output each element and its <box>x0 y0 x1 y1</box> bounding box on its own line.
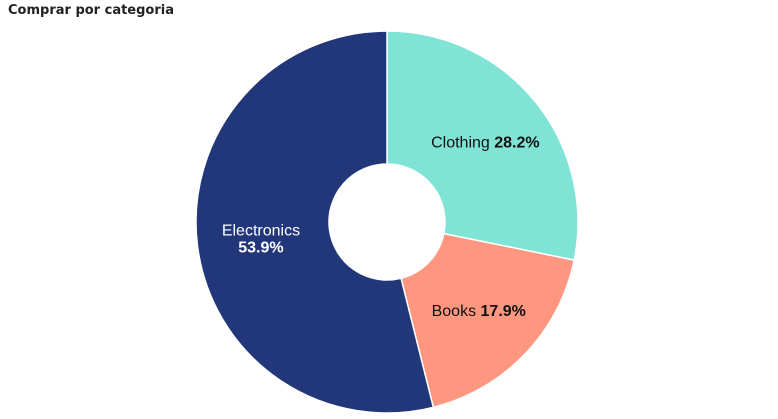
slice-electronics[interactable] <box>195 30 435 414</box>
slice-percent-value: 53.9% <box>238 240 283 257</box>
labels-group: Clothing 28.2% Books 17.9% Electronics 53.9… <box>222 135 540 320</box>
chart-title: Comprar por categoria <box>8 3 175 18</box>
slice-category-name: Books <box>432 303 481 320</box>
slice-category-name: Clothing <box>431 135 494 152</box>
slice-label-books: Books 17.9% <box>432 303 526 320</box>
slice-books[interactable] <box>400 232 576 409</box>
slice-label-clothing: Clothing 28.2% <box>431 135 540 152</box>
slice-percent-value: 28.2% <box>494 135 539 152</box>
slice-label-electronics: Electronics 53.9% <box>222 223 300 257</box>
slice-clothing[interactable] <box>386 30 579 262</box>
slice-category-name: Electronics <box>222 223 300 240</box>
slice-percent-value: 17.9% <box>481 303 526 320</box>
slices-group <box>195 30 579 414</box>
